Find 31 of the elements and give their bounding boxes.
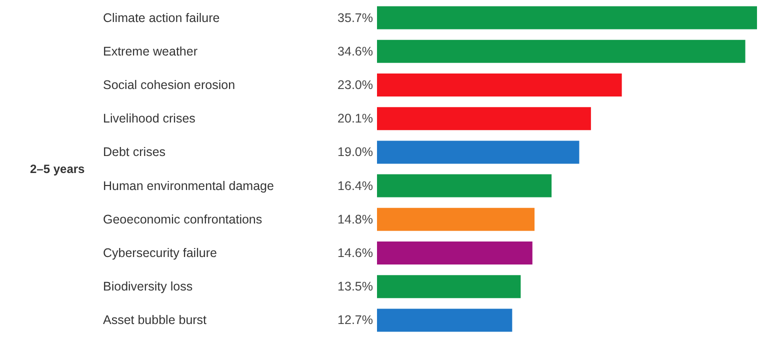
bar	[377, 140, 580, 164]
data-label: 34.6%	[338, 44, 373, 58]
bar	[377, 40, 746, 63]
y-tick-label: Asset bubble burst	[103, 313, 208, 328]
bar	[377, 107, 591, 130]
data-label: 14.6%	[338, 246, 373, 260]
bar	[377, 242, 532, 264]
data-label: 13.5%	[338, 280, 373, 294]
y-axis-title: 2–5 years	[30, 162, 86, 176]
y-tick-label: Biodiversity loss	[103, 280, 193, 294]
data-label: 19.0%	[338, 145, 373, 160]
bar	[377, 74, 622, 96]
y-tick-label: Geoeconomic confrontations	[103, 212, 262, 226]
y-tick-label: Extreme weather	[103, 44, 198, 58]
bar	[377, 6, 757, 30]
data-label: 16.4%	[338, 178, 373, 193]
data-label: 20.1%	[338, 112, 373, 126]
y-tick-label: Human environmental damage	[103, 178, 274, 193]
bar	[377, 174, 552, 198]
y-tick-label: Social cohesion erosion	[103, 78, 236, 92]
y-tick-label: Climate action failure	[103, 10, 220, 25]
y-tick-label: Debt crises	[103, 145, 166, 160]
bar	[377, 275, 521, 298]
bar	[377, 308, 512, 332]
data-label: 14.8%	[338, 212, 373, 226]
y-tick-label: Cybersecurity failure	[103, 246, 217, 260]
bar	[377, 208, 535, 231]
data-label: 35.7%	[338, 10, 373, 25]
data-label: 23.0%	[338, 78, 373, 92]
data-label: 12.7%	[338, 313, 373, 328]
y-tick-label: Livelihood crises	[103, 112, 196, 126]
